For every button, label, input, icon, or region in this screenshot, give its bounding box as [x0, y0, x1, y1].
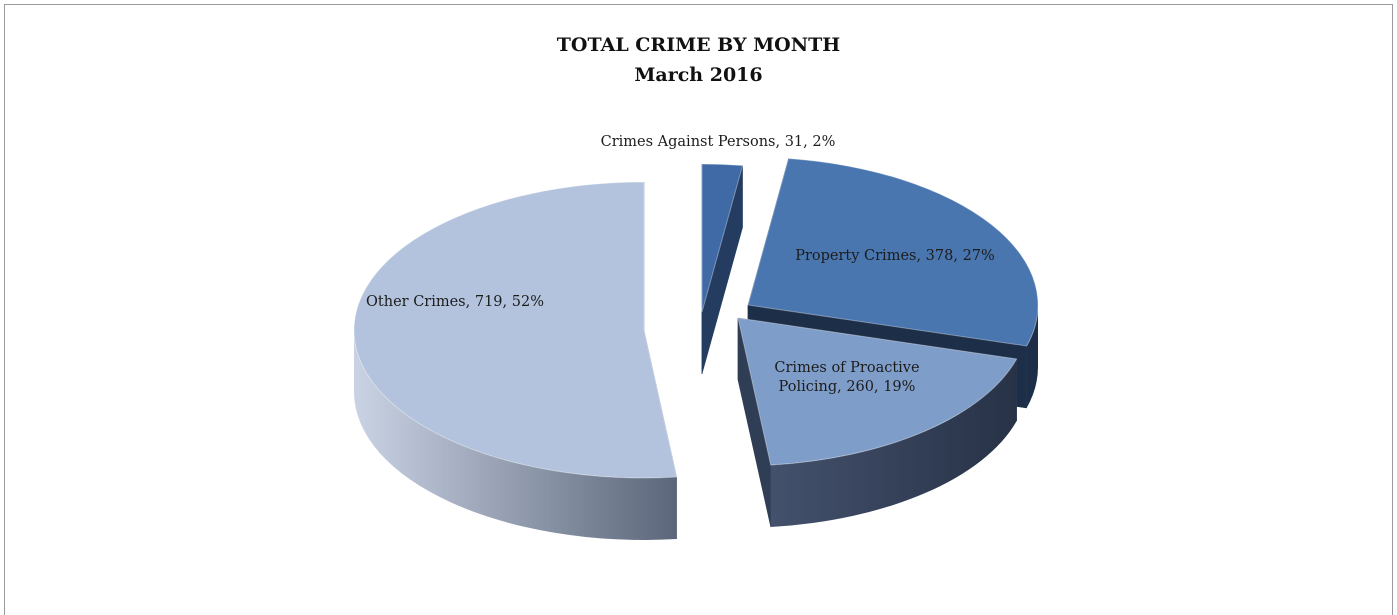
- slice-property-crimes: [747, 157, 1039, 347]
- data-label-line: Crimes of Proactive: [774, 360, 919, 376]
- slice-crimes-against-persons: [701, 163, 744, 313]
- data-label-line: Crimes Against Persons, 31, 2%: [601, 134, 836, 150]
- slice-crimes-of-proactive-policing: [737, 317, 1018, 466]
- data-label-line: Policing, 260, 19%: [779, 379, 916, 395]
- data-label-line: Property Crimes, 378, 27%: [795, 248, 995, 264]
- data-label-line: Other Crimes, 719, 52%: [366, 294, 544, 310]
- pie-labels: Crimes Against Persons, 31, 2% Property C…: [366, 134, 995, 395]
- chart-subtitle: March 2016: [634, 64, 763, 86]
- data-label-other-crimes: Other Crimes, 719, 52%: [366, 294, 544, 310]
- data-label-crimes-of-proactive-policing: Crimes of Proactive Policing, 260, 19%: [774, 360, 919, 395]
- slice-other-crimes: [353, 181, 678, 479]
- data-label-crimes-against-persons: Crimes Against Persons, 31, 2%: [601, 134, 836, 150]
- chart-title: TOTAL CRIME BY MONTH: [556, 34, 841, 56]
- pie-tops: [353, 157, 1039, 479]
- data-label-property-crimes: Property Crimes, 378, 27%: [795, 248, 995, 264]
- chart-frame: TOTAL CRIME BY MONTH March 2016: [4, 4, 1393, 615]
